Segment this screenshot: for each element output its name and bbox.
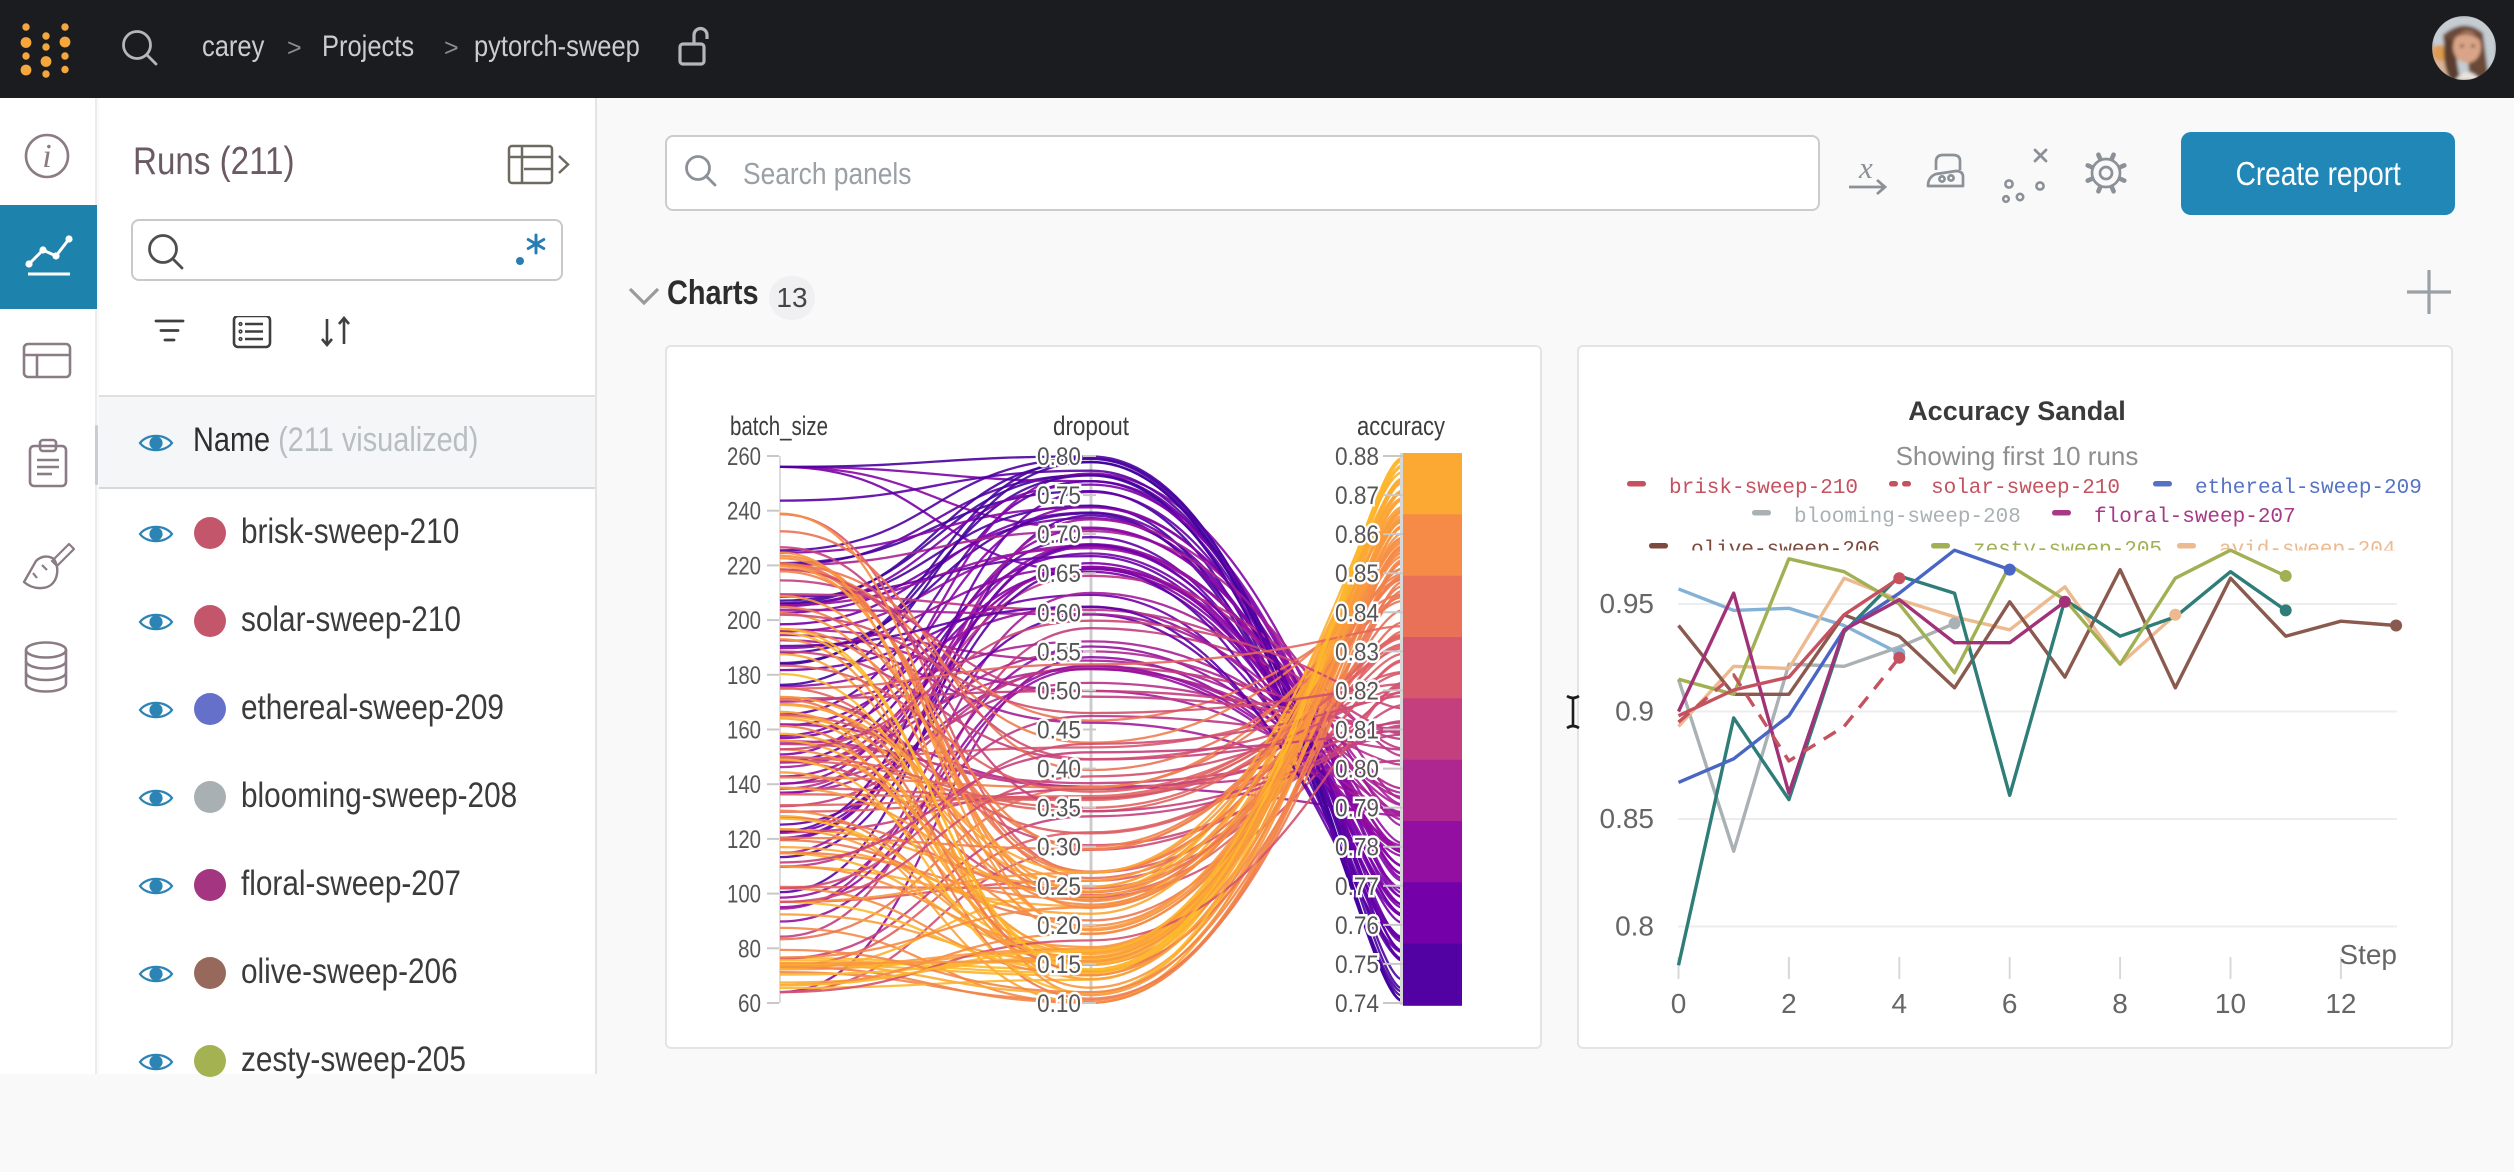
svg-text:0.75: 0.75 — [1335, 951, 1379, 979]
svg-text:12: 12 — [2325, 988, 2356, 1019]
svg-text:0: 0 — [1671, 988, 1687, 1019]
svg-text:0.80: 0.80 — [1037, 443, 1081, 471]
svg-text:x: x — [1858, 150, 1873, 185]
svg-text:accuracy: accuracy — [1357, 411, 1445, 441]
svg-text:180: 180 — [727, 662, 761, 690]
svg-text:0.79: 0.79 — [1335, 795, 1379, 823]
svg-text:0.81: 0.81 — [1335, 717, 1379, 745]
svg-text:0.50: 0.50 — [1037, 677, 1081, 705]
svg-text:0.20: 0.20 — [1037, 912, 1081, 940]
svg-text:0.35: 0.35 — [1037, 795, 1081, 823]
svg-text:zesty-sweep-205: zesty-sweep-205 — [1973, 539, 2162, 562]
svg-text:2: 2 — [1781, 988, 1797, 1019]
svg-text:240: 240 — [727, 498, 761, 526]
svg-text:0.15: 0.15 — [1037, 951, 1081, 979]
svg-text:0.10: 0.10 — [1037, 990, 1081, 1018]
svg-text:80: 80 — [738, 935, 761, 963]
svg-text:solar-sweep-210: solar-sweep-210 — [1931, 477, 2120, 500]
svg-text:0.86: 0.86 — [1335, 521, 1379, 549]
svg-text:0.76: 0.76 — [1335, 912, 1379, 940]
svg-text:200: 200 — [727, 607, 761, 635]
svg-text:batch_size: batch_size — [730, 411, 828, 441]
svg-text:0.25: 0.25 — [1037, 873, 1081, 901]
svg-text:0.88: 0.88 — [1335, 443, 1379, 471]
svg-text:0.80: 0.80 — [1335, 756, 1379, 784]
svg-text:0.9: 0.9 — [1615, 696, 1654, 727]
svg-text:0.77: 0.77 — [1335, 873, 1379, 901]
svg-text:i: i — [42, 138, 51, 175]
svg-text:0.85: 0.85 — [1600, 803, 1655, 834]
svg-text:0.78: 0.78 — [1335, 834, 1379, 862]
svg-text:0.84: 0.84 — [1335, 599, 1379, 627]
svg-text:220: 220 — [727, 552, 761, 580]
svg-text:4: 4 — [1892, 988, 1908, 1019]
svg-text:60: 60 — [738, 990, 761, 1018]
svg-text:100: 100 — [727, 881, 761, 909]
svg-text:0.85: 0.85 — [1335, 560, 1379, 588]
svg-text:0.40: 0.40 — [1037, 756, 1081, 784]
svg-text:brisk-sweep-210: brisk-sweep-210 — [1669, 477, 1858, 500]
svg-text:floral-sweep-207: floral-sweep-207 — [2094, 506, 2296, 529]
svg-text:0.87: 0.87 — [1335, 482, 1379, 510]
svg-text:0.45: 0.45 — [1037, 717, 1081, 745]
svg-text:260: 260 — [727, 443, 761, 471]
svg-text:Showing first 10 runs: Showing first 10 runs — [1896, 441, 2139, 471]
svg-text:0.70: 0.70 — [1037, 521, 1081, 549]
svg-text:0.82: 0.82 — [1335, 677, 1379, 705]
svg-text:0.60: 0.60 — [1037, 599, 1081, 627]
svg-text:0.65: 0.65 — [1037, 560, 1081, 588]
svg-text:ethereal-sweep-209: ethereal-sweep-209 — [2195, 477, 2422, 500]
svg-text:10: 10 — [2215, 988, 2246, 1019]
svg-text:6: 6 — [2002, 988, 2018, 1019]
svg-text:0.74: 0.74 — [1335, 990, 1379, 1018]
svg-text:0.75: 0.75 — [1037, 482, 1081, 510]
svg-text:olive-sweep-206: olive-sweep-206 — [1691, 539, 1880, 562]
svg-text:dropout: dropout — [1053, 411, 1129, 441]
svg-text:Step: Step — [2339, 939, 2397, 970]
svg-text:0.95: 0.95 — [1600, 588, 1655, 619]
svg-text:0.83: 0.83 — [1335, 638, 1379, 666]
svg-text:blooming-sweep-208: blooming-sweep-208 — [1794, 506, 2021, 529]
svg-text:0.8: 0.8 — [1615, 911, 1654, 942]
svg-text:0.55: 0.55 — [1037, 638, 1081, 666]
svg-text:Accuracy Sandal: Accuracy Sandal — [1908, 396, 2126, 426]
svg-text:avid-sweep-204: avid-sweep-204 — [2219, 539, 2395, 562]
svg-text:120: 120 — [727, 826, 761, 854]
svg-text:8: 8 — [2112, 988, 2128, 1019]
svg-text:0.30: 0.30 — [1037, 834, 1081, 862]
svg-text:160: 160 — [727, 717, 761, 745]
svg-text:140: 140 — [727, 771, 761, 799]
